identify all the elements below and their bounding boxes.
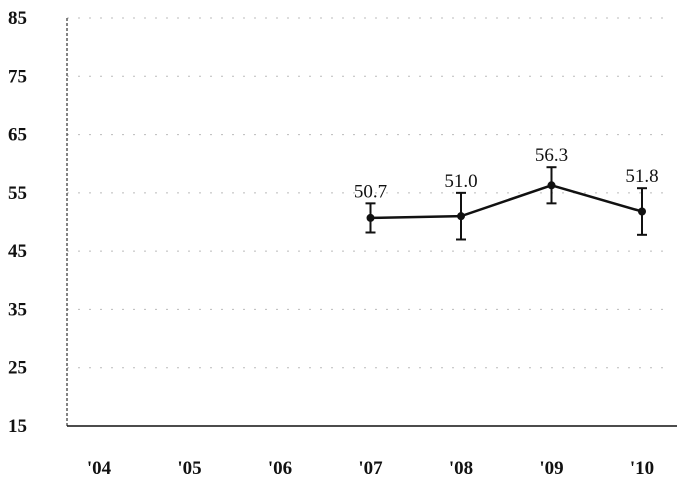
y-tick-label: 15: [8, 416, 27, 437]
x-tick-labels: '04 '05 '06 '07 '08 '09 '10: [87, 458, 654, 479]
series-group: 50.7 51.0 56.3 51.8: [354, 145, 659, 241]
x-tick-label: '10: [630, 458, 654, 479]
x-tick-label: '04: [87, 458, 112, 479]
data-point: [366, 213, 375, 222]
data-label: 50.7: [354, 181, 387, 202]
x-tick-label: '05: [177, 458, 201, 479]
y-tick-label: 35: [8, 299, 27, 320]
x-tick-label: '07: [358, 458, 383, 479]
gridlines: [67, 17, 672, 369]
y-tick-label: 85: [8, 8, 27, 29]
y-tick-label: 75: [8, 66, 27, 87]
x-tick-label: '08: [449, 458, 473, 479]
y-tick-label: 25: [8, 358, 27, 379]
data-label: 56.3: [535, 145, 568, 166]
y-tick-label: 65: [8, 125, 27, 146]
series-line: [370, 183, 643, 220]
data-point: [457, 212, 465, 221]
data-label: 51.0: [444, 171, 477, 192]
y-tick-label: 45: [8, 241, 27, 262]
y-tick-labels: 15 25 35 45 55 65 75 85: [8, 8, 27, 437]
data-point: [547, 181, 556, 190]
y-tick-label: 55: [8, 183, 27, 204]
x-tick-label: '09: [539, 458, 563, 479]
data-point: [638, 207, 646, 216]
x-tick-label: '06: [268, 458, 292, 479]
data-label: 51.8: [625, 166, 658, 187]
